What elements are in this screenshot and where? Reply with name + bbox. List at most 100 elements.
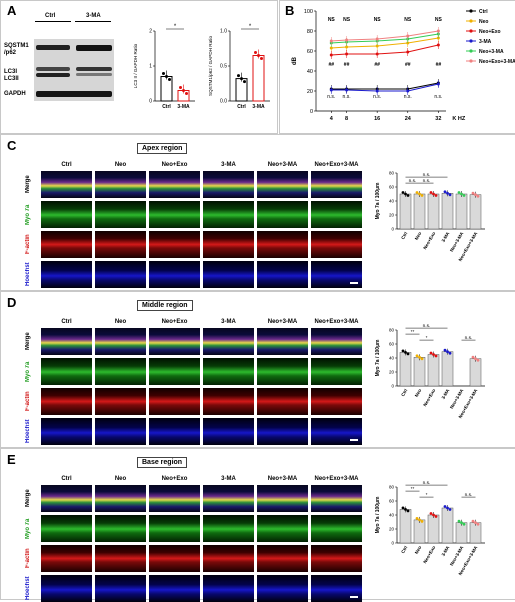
- x-tick-label: 16: [374, 116, 380, 122]
- data-point: [401, 191, 405, 194]
- row-label: Merge: [25, 332, 31, 351]
- significance-label: n.s.: [409, 179, 417, 184]
- micrograph-tile: [149, 485, 200, 512]
- micrograph-tile: [41, 418, 92, 445]
- column-label: Neo+Exo: [161, 162, 188, 168]
- micrograph-tile: [203, 545, 254, 572]
- micrograph-tile: [41, 261, 92, 288]
- panel-a: A Ctrl 3-MA SQSTM1 /p62 LC3I LC3II GAPDH…: [0, 0, 278, 134]
- legend-marker: [469, 9, 473, 13]
- y-tick-label: 80: [307, 29, 313, 35]
- blot-row-gapdh: GAPDH: [4, 91, 26, 97]
- panel-b-label: B: [285, 3, 295, 18]
- data-point: [237, 74, 240, 78]
- row-label: Myo 7a: [25, 518, 31, 539]
- micrograph-tile: [257, 201, 308, 228]
- data-point: [443, 505, 447, 508]
- data-point: [406, 194, 410, 197]
- y-tick-label: 80: [389, 171, 395, 176]
- bar: [469, 194, 482, 230]
- series-point: [406, 34, 410, 38]
- data-point: [404, 351, 407, 354]
- micrograph-tile: [95, 201, 146, 228]
- data-point: [462, 522, 466, 526]
- significance-label: *: [426, 335, 428, 341]
- data-point: [260, 57, 263, 60]
- series-point: [345, 52, 349, 56]
- micrograph-tile: [41, 201, 92, 228]
- legend-marker: [469, 29, 473, 33]
- scale-bar: [350, 439, 358, 441]
- column-label: Neo: [114, 319, 127, 325]
- y-tick-label: 80: [389, 485, 395, 490]
- data-point: [448, 508, 452, 511]
- data-point: [448, 193, 452, 197]
- myo7a-quant-chart: 0 20 40 60 80 Myo 7a / 100µm Ctrl Neo Neo+Exo 3-M…: [375, 481, 485, 576]
- row-label: F-actin: [25, 391, 31, 412]
- micrograph-tile: [41, 171, 92, 198]
- significance-label: **: [411, 329, 415, 335]
- legend-entry: Neo: [479, 19, 488, 25]
- series-point: [436, 82, 440, 86]
- ns-label: NS: [404, 17, 412, 23]
- series-point: [329, 53, 333, 57]
- micrograph-tile: [149, 515, 200, 542]
- legend-marker: [469, 49, 473, 53]
- column-label: Neo+Exo+3-MA: [314, 162, 359, 168]
- data-point: [165, 75, 168, 78]
- data-point: [420, 194, 424, 197]
- x-tick-label: 8: [345, 116, 348, 122]
- western-blot-image: [34, 39, 114, 101]
- data-point: [443, 190, 447, 194]
- legend-entry: Ctrl: [479, 9, 488, 15]
- y-tick-label: 20: [389, 370, 395, 375]
- y-tick-label: 40: [389, 513, 395, 518]
- data-point: [404, 508, 407, 511]
- column-label: 3-MA: [221, 476, 236, 482]
- y-tick-label: 20: [389, 213, 395, 218]
- series-point: [375, 37, 379, 41]
- blot-col-ctrl: Ctrl: [45, 13, 56, 19]
- bar: [413, 193, 426, 230]
- y-tick-label: 20: [307, 89, 313, 95]
- bar: [252, 55, 265, 102]
- data-point: [179, 86, 182, 89]
- data-point: [446, 350, 449, 354]
- data-point: [434, 194, 438, 197]
- myo7a-quant-chart: 0 20 40 60 80 Myo 7a / 100µm Ctrl Neo Neo+Exo 3-M…: [375, 171, 485, 262]
- y-tick-label: 0.5: [220, 64, 227, 70]
- y-tick-label: 40: [389, 356, 395, 361]
- p62-bar-chart: 0.0 0.5 1.0 SQSTM1/p62 / GAPDH Ratio Ctrl 3-M…: [208, 24, 270, 110]
- x-tick-label: 3-MA: [441, 544, 451, 557]
- column-label: Neo: [114, 476, 127, 482]
- row-label: Myo 7a: [25, 361, 31, 382]
- y-tick-label: 0: [391, 541, 394, 546]
- column-label: Neo+Exo+3-MA: [314, 319, 359, 325]
- micrograph-tile: [257, 575, 308, 602]
- micrograph-tile: [41, 328, 92, 355]
- micrograph-tile: [41, 485, 92, 512]
- micrograph-tile: [95, 485, 146, 512]
- significance-label: n.s.: [423, 179, 431, 184]
- column-label: Neo+Exo: [161, 319, 188, 325]
- micrograph-tile: [149, 261, 200, 288]
- micrograph-tile: [149, 358, 200, 385]
- data-point: [257, 54, 260, 57]
- legend-marker: [469, 19, 473, 23]
- region-title: Apex region: [137, 143, 188, 154]
- micrograph-tile: [203, 261, 254, 288]
- hash-label: ##: [374, 62, 380, 68]
- myo7a-quant-chart: 0 20 40 60 80 Myo 7a / 100µm Ctrl Neo Neo+Exo 3-M…: [375, 324, 485, 419]
- micrograph-tile: [257, 515, 308, 542]
- row-label: F-actin: [25, 548, 31, 569]
- data-point: [168, 78, 171, 81]
- y-tick-label: 0: [391, 227, 394, 232]
- x-tick-label: Neo+Exo: [422, 545, 436, 565]
- micrograph-tile: [257, 418, 308, 445]
- micrograph-tile: [203, 485, 254, 512]
- y-tick-label: 0: [149, 99, 152, 105]
- column-label: Neo+3-MA: [267, 476, 298, 482]
- micrograph-tile: [203, 575, 254, 602]
- y-axis-label: Myo 7a / 100µm: [375, 182, 381, 219]
- column-label: 3-MA: [221, 162, 236, 168]
